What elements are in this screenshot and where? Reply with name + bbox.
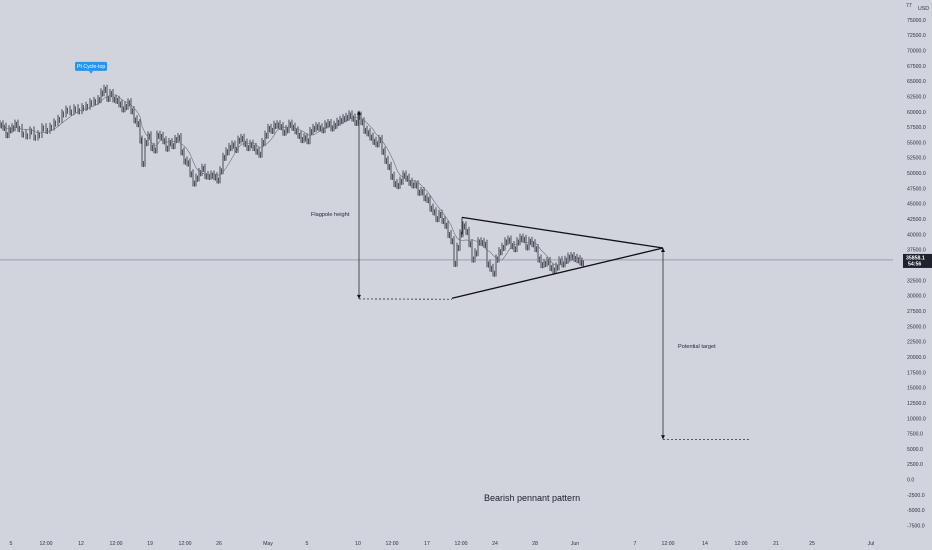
y-tick-label: 70000.0 bbox=[907, 48, 926, 54]
x-tick-label: May bbox=[263, 541, 273, 547]
flagpole-arrow-down bbox=[357, 294, 361, 299]
y-tick-label: 57500.0 bbox=[907, 125, 926, 131]
y-tick-label: 15000.0 bbox=[907, 386, 926, 392]
x-tick-label: 5 bbox=[10, 541, 13, 547]
y-tick-label: -7500.0 bbox=[907, 524, 925, 530]
x-tick-label: 5 bbox=[306, 541, 309, 547]
pennant-lower-trendline bbox=[451, 247, 664, 299]
y-tick-label: 20000.0 bbox=[907, 355, 926, 361]
target-arrow-down bbox=[661, 435, 665, 440]
y-tick-label: 7500.0 bbox=[907, 432, 923, 438]
y-tick-label: -2500.0 bbox=[907, 493, 925, 499]
cycle-top-badge bbox=[75, 61, 107, 71]
y-tick-label: 5000.0 bbox=[907, 447, 923, 453]
x-tick-label: 7 bbox=[634, 541, 637, 547]
y-tick-label: 75000.0 bbox=[907, 18, 926, 24]
current-price-box: 35858.1 54:56 bbox=[903, 253, 932, 268]
x-tick-label: 12:00 bbox=[179, 541, 192, 547]
y-tick-label: 10000.0 bbox=[907, 416, 926, 422]
y-tick-label: 65000.0 bbox=[907, 79, 926, 85]
y-tick-label: 45000.0 bbox=[907, 202, 926, 208]
price-axis[interactable]: USD 77 75000.0 72500.0 70000.0 67500.0 65000… bbox=[906, 3, 929, 530]
pennant-triangle[interactable] bbox=[451, 216, 664, 299]
x-tick-label: 14 bbox=[702, 541, 708, 547]
y-tick-label: 2500.0 bbox=[907, 462, 923, 468]
y-tick-label: 60000.0 bbox=[907, 110, 926, 116]
y-tick-label: 37500.0 bbox=[907, 248, 926, 254]
cycle-top-pointer bbox=[89, 70, 93, 74]
x-tick-label: 12:00 bbox=[110, 541, 123, 547]
y-tick-label: 50000.0 bbox=[907, 171, 926, 177]
y-tick-label: 0.0 bbox=[907, 478, 914, 484]
current-price-badge bbox=[903, 253, 932, 268]
y-tick-label: 22500.0 bbox=[907, 340, 926, 346]
current-price-value: 35858.1 bbox=[906, 255, 925, 261]
x-tick-label: 12:00 bbox=[455, 541, 468, 547]
cycle-top-label: Pt Cycle-top bbox=[77, 64, 105, 70]
y-tick-label: 67500.0 bbox=[907, 64, 926, 70]
y-tick-label: 40000.0 bbox=[907, 232, 926, 238]
potential-target-label[interactable]: Potential target bbox=[678, 344, 716, 350]
target-measure[interactable] bbox=[661, 248, 750, 440]
flagpole-measure[interactable] bbox=[357, 110, 453, 300]
x-tick-label: Jun bbox=[571, 541, 579, 547]
flagpole-label[interactable]: Flagpole height bbox=[311, 212, 350, 218]
currency-label: USD bbox=[918, 6, 929, 12]
target-arrow-up bbox=[661, 248, 665, 253]
x-tick-label: 19 bbox=[147, 541, 153, 547]
y-tick-label: 32500.0 bbox=[907, 278, 926, 284]
x-tick-label: 12:00 bbox=[662, 541, 675, 547]
y-tick-label: 17500.0 bbox=[907, 370, 926, 376]
moving-average-line bbox=[0, 94, 583, 266]
cycle-top-marker[interactable]: Pt Cycle-top bbox=[75, 61, 107, 74]
y-tick-label: 55000.0 bbox=[907, 140, 926, 146]
y-tick-label: 62500.0 bbox=[907, 94, 926, 100]
x-tick-label: 24 bbox=[492, 541, 498, 547]
y-tick-label: 52500.0 bbox=[907, 156, 926, 162]
pattern-title[interactable]: Bearish pennant pattern bbox=[484, 493, 580, 503]
y-tick-label: 25000.0 bbox=[907, 324, 926, 330]
x-tick-label: 25 bbox=[809, 541, 815, 547]
x-tick-label: 10 bbox=[355, 541, 361, 547]
price-series bbox=[0, 84, 584, 277]
x-tick-label: 12 bbox=[78, 541, 84, 547]
x-tick-label: Jul bbox=[868, 541, 875, 547]
y-tick-label: 27500.0 bbox=[907, 309, 926, 315]
axis-top-tick: 77 bbox=[906, 3, 912, 9]
x-tick-label: 21 bbox=[773, 541, 779, 547]
x-tick-label: 12:00 bbox=[40, 541, 53, 547]
time-axis[interactable]: 5 12:00 12 12:00 19 12:00 26 May 5 10 12:00 17 12:00… bbox=[10, 541, 875, 547]
y-tick-label: 30000.0 bbox=[907, 294, 926, 300]
y-tick-label: -5000.0 bbox=[907, 508, 925, 514]
flagpole-arrow-up bbox=[357, 110, 361, 115]
current-price-countdown: 54:56 bbox=[908, 261, 921, 267]
x-tick-label: 28 bbox=[532, 541, 538, 547]
y-tick-label: 47500.0 bbox=[907, 186, 926, 192]
x-tick-label: 12:00 bbox=[735, 541, 748, 547]
x-tick-label: 12:00 bbox=[386, 541, 399, 547]
x-tick-label: 26 bbox=[216, 541, 222, 547]
x-tick-label: 17 bbox=[424, 541, 430, 547]
y-tick-label: 42500.0 bbox=[907, 217, 926, 223]
pennant-upper-trendline bbox=[461, 216, 664, 249]
y-tick-label: 12500.0 bbox=[907, 401, 926, 407]
y-tick-label: 72500.0 bbox=[907, 33, 926, 39]
